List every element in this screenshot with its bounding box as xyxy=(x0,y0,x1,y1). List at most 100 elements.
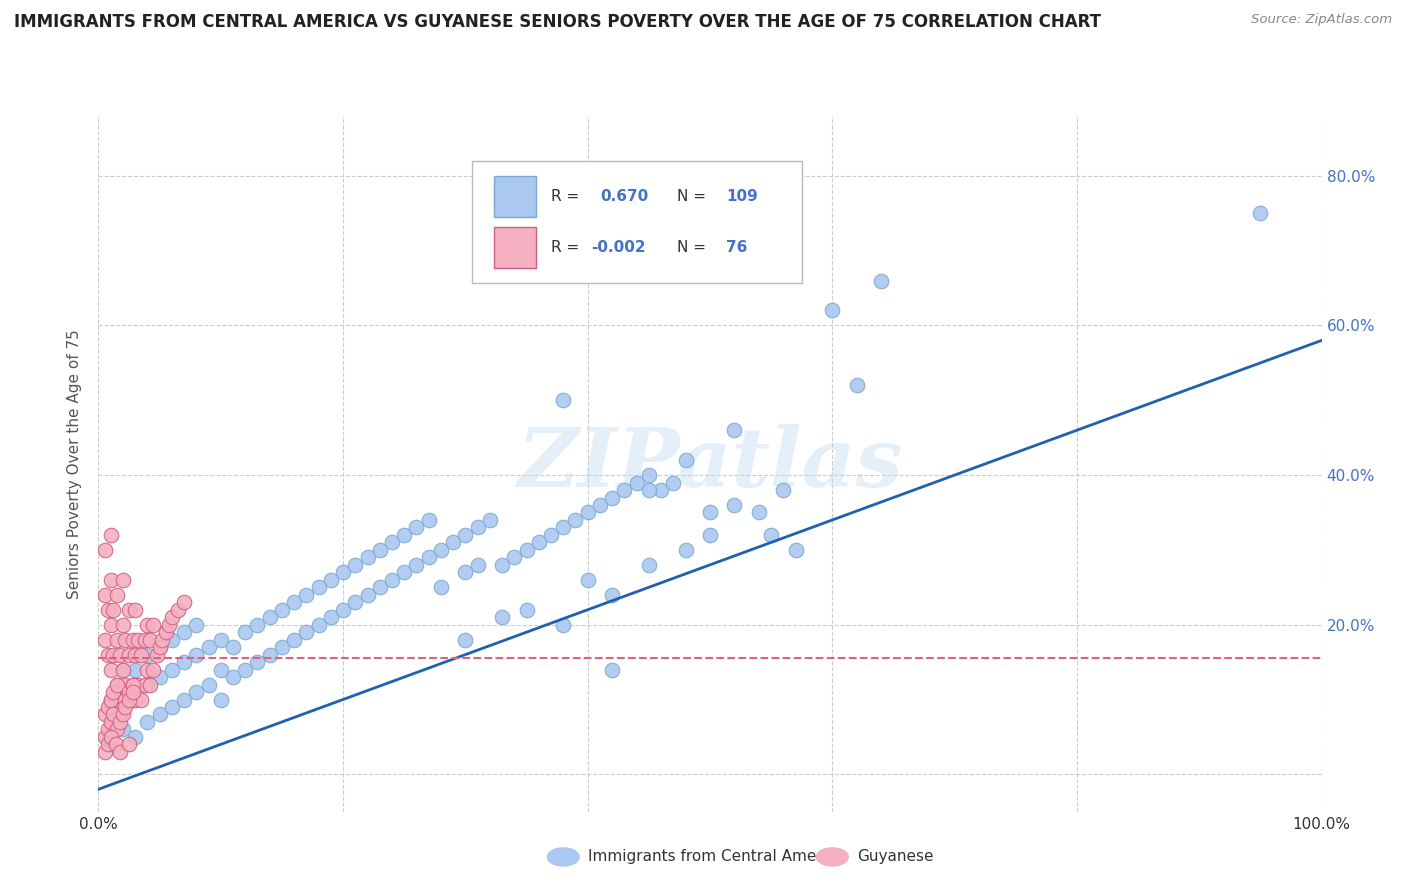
Point xyxy=(114,632,136,647)
Point xyxy=(100,528,122,542)
Point xyxy=(111,617,134,632)
Y-axis label: Seniors Poverty Over the Age of 75: Seniors Poverty Over the Age of 75 xyxy=(67,329,83,599)
Point xyxy=(105,632,128,647)
Point xyxy=(111,573,134,587)
Point xyxy=(97,723,120,737)
Point xyxy=(160,632,183,647)
Point xyxy=(149,707,172,722)
Point xyxy=(233,625,256,640)
Point xyxy=(101,648,124,662)
Bar xyxy=(494,177,536,217)
Point xyxy=(870,274,893,288)
Point xyxy=(155,625,177,640)
Text: R =: R = xyxy=(551,240,579,255)
Point xyxy=(270,640,294,654)
Point xyxy=(111,700,134,714)
Point xyxy=(283,595,305,609)
Point xyxy=(356,550,378,565)
Point xyxy=(222,640,245,654)
Point xyxy=(93,730,115,744)
Point xyxy=(118,603,141,617)
Point xyxy=(93,542,115,557)
Point xyxy=(209,692,232,706)
Point xyxy=(100,738,122,752)
Point xyxy=(186,617,208,632)
Point xyxy=(222,670,245,684)
Point xyxy=(173,655,195,669)
Point xyxy=(308,580,330,594)
Point xyxy=(136,648,159,662)
Point xyxy=(259,610,281,624)
Point xyxy=(101,707,124,722)
Point xyxy=(638,558,661,572)
Bar xyxy=(494,227,536,268)
Point xyxy=(675,453,697,467)
Point xyxy=(246,617,269,632)
Point xyxy=(441,535,464,549)
Point xyxy=(124,603,146,617)
Point xyxy=(136,617,159,632)
Point xyxy=(650,483,672,497)
Point xyxy=(111,707,134,722)
Point xyxy=(157,617,180,632)
Point xyxy=(381,535,404,549)
Point xyxy=(209,632,232,647)
Point xyxy=(344,595,367,609)
Point xyxy=(356,588,378,602)
Point xyxy=(93,632,115,647)
Point xyxy=(405,520,427,534)
Point xyxy=(553,393,575,408)
Point xyxy=(105,677,128,691)
Point xyxy=(600,663,623,677)
Point xyxy=(97,738,120,752)
Text: Guyanese: Guyanese xyxy=(856,849,934,864)
Point xyxy=(118,685,141,699)
Point xyxy=(114,677,136,691)
Point xyxy=(118,692,141,706)
Point xyxy=(110,692,132,706)
Point xyxy=(110,707,132,722)
Point xyxy=(454,528,477,542)
Point xyxy=(93,707,115,722)
Point xyxy=(319,610,342,624)
Text: Immigrants from Central America: Immigrants from Central America xyxy=(588,849,845,864)
Point xyxy=(111,723,134,737)
Text: Source: ZipAtlas.com: Source: ZipAtlas.com xyxy=(1251,13,1392,27)
Point xyxy=(368,542,391,557)
Point xyxy=(564,513,586,527)
Point xyxy=(124,648,146,662)
Point xyxy=(97,603,120,617)
Text: IMMIGRANTS FROM CENTRAL AMERICA VS GUYANESE SENIORS POVERTY OVER THE AGE OF 75 C: IMMIGRANTS FROM CENTRAL AMERICA VS GUYAN… xyxy=(14,13,1101,31)
Point xyxy=(129,648,152,662)
Point xyxy=(110,648,132,662)
Point xyxy=(197,640,219,654)
Point xyxy=(638,483,661,497)
Point xyxy=(418,550,440,565)
Point xyxy=(332,566,354,580)
Point xyxy=(392,566,416,580)
Point xyxy=(149,670,172,684)
Point xyxy=(675,542,697,557)
Text: ZIPatlas: ZIPatlas xyxy=(517,424,903,504)
Point xyxy=(454,566,477,580)
Point xyxy=(114,700,136,714)
Point xyxy=(114,692,136,706)
Point xyxy=(136,663,159,677)
Circle shape xyxy=(817,848,848,866)
Point xyxy=(100,663,122,677)
Point xyxy=(167,603,190,617)
Point xyxy=(748,506,770,520)
Point xyxy=(105,588,128,602)
Point xyxy=(127,632,149,647)
Point xyxy=(270,603,294,617)
Point xyxy=(626,475,648,490)
Point xyxy=(527,535,550,549)
Point xyxy=(104,738,127,752)
Bar xyxy=(471,161,801,283)
Point xyxy=(121,677,143,691)
Text: R =: R = xyxy=(551,189,579,204)
Point xyxy=(111,663,134,677)
Point xyxy=(160,700,183,714)
Point xyxy=(772,483,794,497)
Point xyxy=(111,685,134,699)
